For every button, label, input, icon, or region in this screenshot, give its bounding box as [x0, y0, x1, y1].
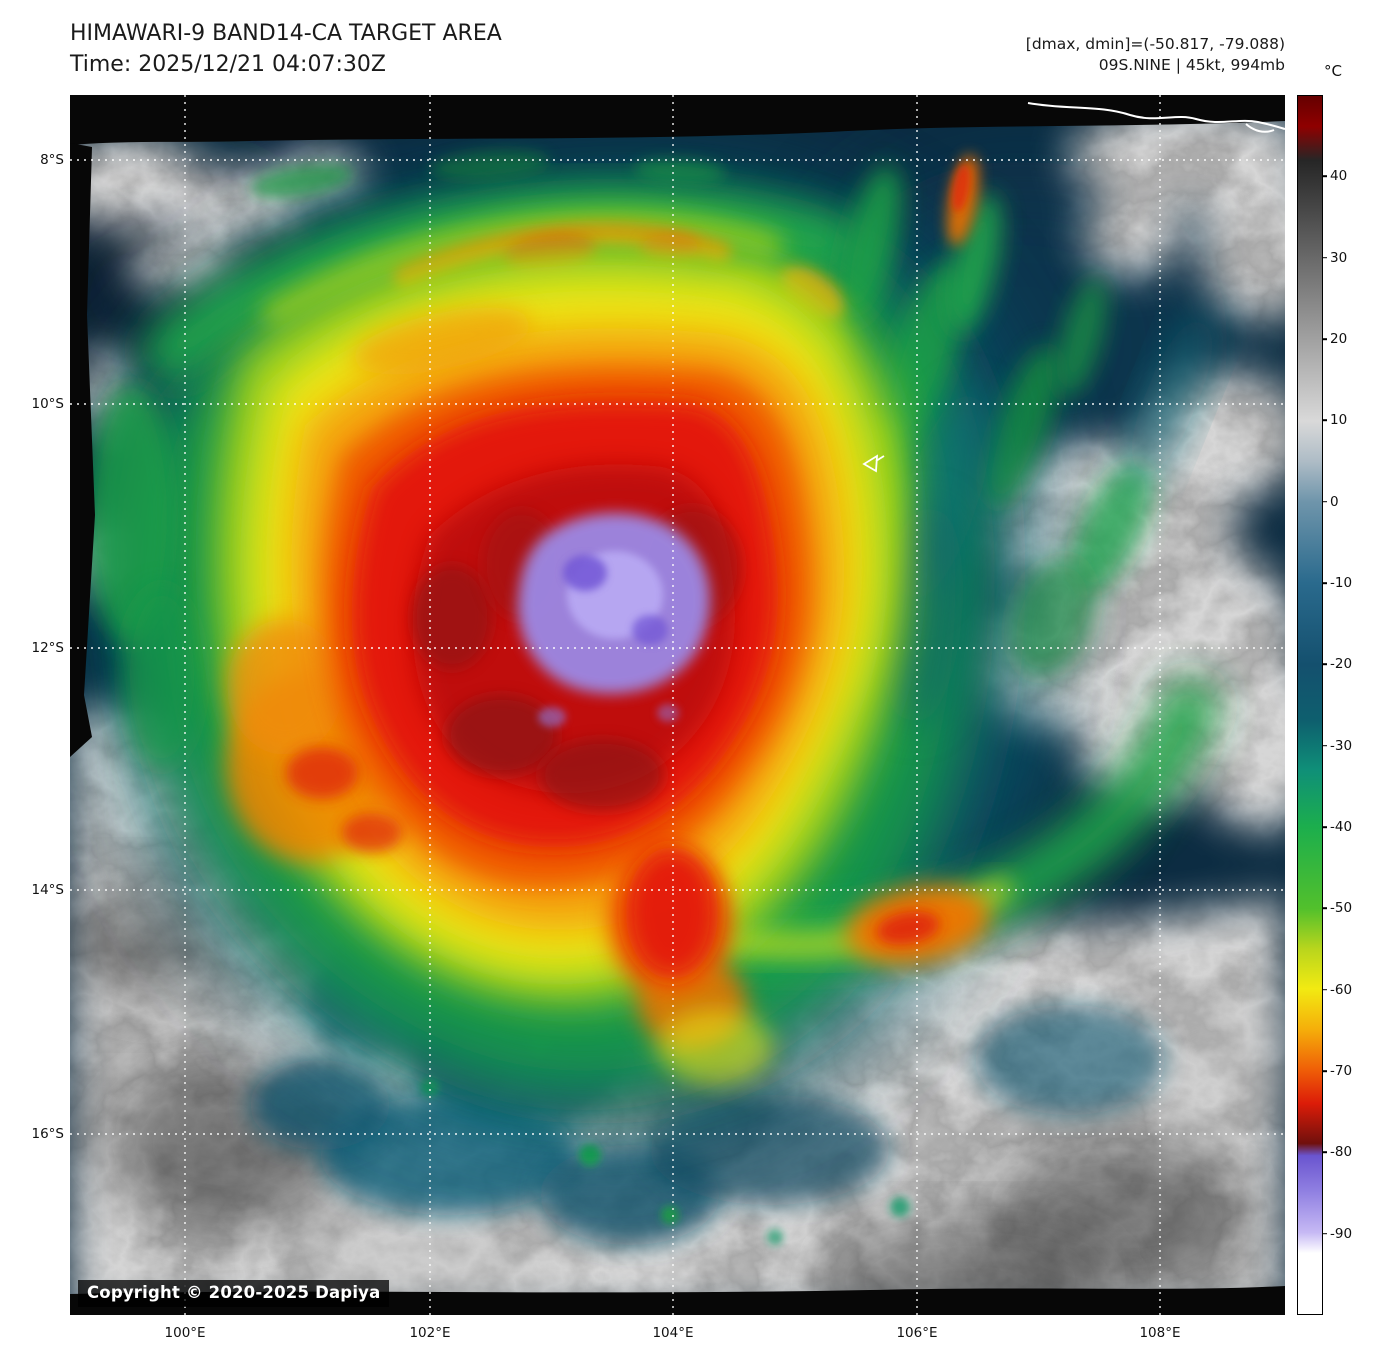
gridlines	[70, 95, 1285, 1315]
header-right: [dmax, dmin]=(-50.817, -79.088) 09S.NINE…	[1026, 34, 1285, 76]
colorbar-tick-label: 10	[1330, 412, 1348, 429]
lon-tick-label: 108°E	[1139, 1325, 1181, 1341]
lon-tick-label: 102°E	[409, 1325, 451, 1341]
lat-tick-label: 12°S	[31, 640, 65, 657]
cyclone	[86, 150, 1218, 1125]
colorbar-tick-label: 30	[1330, 249, 1348, 266]
lat-tick-label: 16°S	[31, 1125, 65, 1142]
colorbar	[1297, 95, 1323, 1315]
colorbar-gradient	[1298, 96, 1322, 1314]
coastline	[1027, 102, 1285, 133]
lat-tick-label: 14°S	[31, 881, 65, 898]
colorbar-tick-label: 40	[1330, 168, 1348, 185]
annotation-marker	[862, 454, 885, 473]
colorbar-tick-label: -30	[1330, 737, 1353, 754]
dmax-dmin-readout: [dmax, dmin]=(-50.817, -79.088)	[1025, 35, 1285, 53]
colorbar-tick-label: 20	[1330, 331, 1348, 347]
colorbar-tick-label: -10	[1330, 575, 1353, 591]
lat-tick-label: 10°S	[31, 396, 65, 413]
satellite-scene	[70, 95, 1285, 1315]
lon-tick-label: 104°E	[652, 1325, 694, 1341]
lon-tick-label: 100°E	[164, 1325, 206, 1341]
copyright-label: Copyright © 2020-2025 Dapiya	[78, 1280, 390, 1307]
colorbar-tick-label: -80	[1330, 1144, 1353, 1161]
colorbar-tick-label: -60	[1330, 981, 1353, 998]
lat-axis: 8°S 10°S 12°S 14°S 16°S	[0, 95, 65, 1315]
header-left: HIMAWARI-9 BAND14-CA TARGET AREA Time: 2…	[70, 18, 502, 80]
colorbar-tick-label: -90	[1330, 1225, 1353, 1242]
figure-title: HIMAWARI-9 BAND14-CA TARGET AREA	[70, 21, 502, 46]
lat-tick-label: 8°S	[40, 152, 64, 169]
colorbar-tick-label: -20	[1330, 656, 1353, 673]
colorbar-tick-label: -50	[1330, 900, 1353, 917]
satellite-map: Copyright © 2020-2025 Dapiya	[70, 95, 1285, 1315]
colorbar-tick-label: 0	[1330, 493, 1339, 510]
storm-info: 09S.NINE | 45kt, 994mb	[1098, 56, 1285, 74]
lon-axis: 100°E 102°E 104°E 106°E 108°E	[70, 1325, 1285, 1347]
colorbar-unit-label: °C	[1324, 62, 1342, 80]
colorbar-tick-label: -70	[1330, 1063, 1353, 1079]
figure-time: Time: 2025/12/21 04:07:30Z	[70, 52, 386, 77]
lon-tick-label: 106°E	[896, 1325, 938, 1341]
colorbar-tick-label: -40	[1330, 819, 1353, 835]
colorbar-ticks: 40 30 20 10 0 -10 -20 -30 -40 -50 -60 -70 -80 -90	[1330, 95, 1385, 1315]
